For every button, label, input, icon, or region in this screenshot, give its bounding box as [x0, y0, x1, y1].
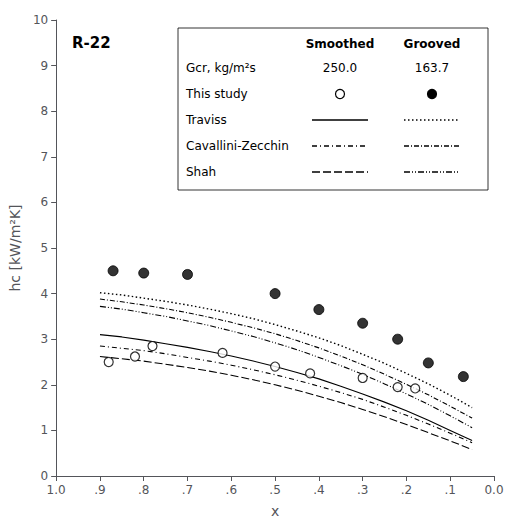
svg-text:Smoothed: Smoothed: [306, 37, 375, 51]
svg-text:Traviss: Traviss: [185, 113, 227, 127]
svg-text:250.0: 250.0: [323, 61, 357, 75]
svg-text:.3: .3: [357, 483, 368, 497]
svg-text:0: 0: [41, 469, 49, 483]
svg-text:.9: .9: [94, 483, 105, 497]
svg-text:x: x: [271, 503, 279, 519]
svg-text:.4: .4: [313, 483, 324, 497]
svg-text:0.0: 0.0: [484, 483, 503, 497]
svg-text:.6: .6: [226, 483, 237, 497]
svg-text:.7: .7: [182, 483, 193, 497]
svg-text:6: 6: [41, 195, 49, 209]
svg-text:.1: .1: [444, 483, 455, 497]
svg-text:R-22: R-22: [72, 34, 111, 52]
svg-text:7: 7: [41, 150, 49, 164]
svg-text:Gcr, kg/m²s: Gcr, kg/m²s: [186, 61, 256, 75]
svg-text:Cavallini-Zecchin: Cavallini-Zecchin: [186, 139, 289, 153]
svg-text:2: 2: [41, 378, 49, 392]
svg-text:hc [kW/m²K]: hc [kW/m²K]: [7, 204, 23, 291]
svg-text:.5: .5: [269, 483, 280, 497]
svg-text:This study: This study: [185, 87, 248, 101]
svg-text:163.7: 163.7: [415, 61, 449, 75]
svg-text:5: 5: [41, 241, 49, 255]
svg-text:Grooved: Grooved: [404, 37, 461, 51]
svg-text:1.0: 1.0: [47, 483, 66, 497]
svg-text:Shah: Shah: [186, 165, 216, 179]
svg-text:.8: .8: [138, 483, 149, 497]
svg-text:8: 8: [41, 104, 49, 118]
svg-text:9: 9: [41, 59, 49, 73]
svg-text:3: 3: [41, 332, 49, 346]
svg-text:10: 10: [33, 13, 48, 27]
svg-text:1: 1: [41, 423, 49, 437]
svg-text:.2: .2: [401, 483, 412, 497]
svg-text:4: 4: [41, 287, 49, 301]
